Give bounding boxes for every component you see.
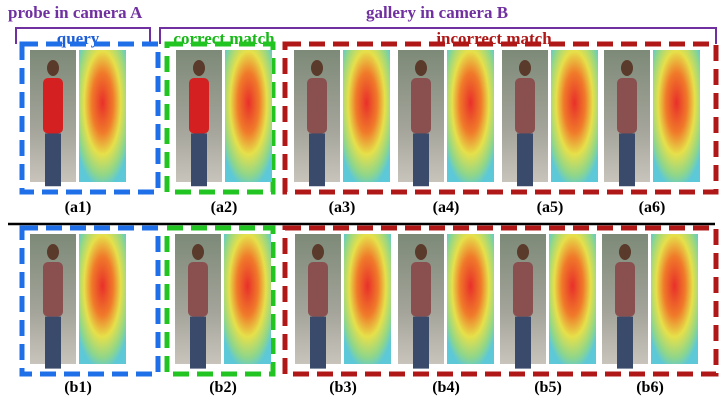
person-body	[43, 78, 63, 134]
sub-label: (a6)	[639, 199, 666, 216]
person-head	[193, 60, 205, 76]
group-box	[164, 41, 276, 195]
person-body	[513, 262, 533, 317]
person-legs	[190, 316, 206, 369]
query-label: query	[57, 29, 100, 48]
person-body	[308, 262, 328, 317]
person-body	[188, 262, 208, 317]
person-body	[411, 262, 431, 317]
heatmap	[224, 234, 271, 364]
heatmap	[447, 50, 494, 182]
person-legs	[310, 316, 326, 369]
person-head	[415, 244, 427, 260]
heatmap	[653, 50, 700, 182]
person-legs	[413, 133, 429, 187]
group-box	[282, 41, 719, 195]
group-box	[19, 41, 161, 195]
group-box	[282, 225, 719, 377]
person-body	[515, 78, 535, 134]
person-legs	[617, 316, 633, 369]
probe-header: probe in camera A	[8, 3, 143, 22]
sub-label: (b5)	[534, 379, 562, 396]
gallery-bracket	[159, 27, 717, 44]
person-body	[617, 78, 637, 134]
person-head	[519, 60, 531, 76]
person-legs	[45, 316, 61, 369]
heatmap	[343, 50, 390, 182]
person-head	[47, 244, 59, 260]
sub-label: (a4)	[433, 199, 460, 216]
sub-label: (b6)	[636, 379, 664, 396]
person-body	[43, 262, 63, 317]
person-body	[411, 78, 431, 134]
content: (a1) (a2) (a3) (a4) (a5) (a6) (b1) (b2) (b3) (b4)…	[19, 41, 719, 396]
heatmap	[344, 234, 391, 364]
sub-label: (a2)	[211, 199, 238, 216]
person-legs	[309, 133, 325, 187]
person-head	[311, 60, 323, 76]
person-legs	[619, 133, 635, 187]
person-head	[619, 244, 631, 260]
heatmap	[551, 50, 598, 182]
heatmap	[79, 234, 126, 364]
sub-label: (a1)	[65, 199, 92, 216]
sub-label: (a3)	[329, 199, 356, 216]
sub-label: (b3)	[329, 379, 357, 396]
heatmap	[447, 234, 494, 364]
heatmap	[79, 50, 126, 182]
sub-label: (a5)	[537, 199, 564, 216]
person-legs	[191, 133, 207, 187]
person-body	[307, 78, 327, 134]
person-head	[621, 60, 633, 76]
heatmap	[651, 234, 698, 364]
person-body	[615, 262, 635, 317]
heatmap	[225, 50, 272, 182]
person-legs	[45, 133, 61, 187]
person-head	[47, 60, 59, 76]
group-box	[19, 225, 161, 377]
person-legs	[517, 133, 533, 187]
person-head	[415, 60, 427, 76]
probe-bracket	[15, 27, 151, 44]
group-box	[164, 225, 276, 377]
person-head	[517, 244, 529, 260]
sub-label: (b2)	[209, 379, 237, 396]
person-head	[192, 244, 204, 260]
person-legs	[515, 316, 531, 369]
gallery-header: gallery in camera B	[366, 3, 508, 22]
person-legs	[413, 316, 429, 369]
sub-label: (b4)	[432, 379, 460, 396]
person-head	[312, 244, 324, 260]
heatmap	[549, 234, 596, 364]
person-body	[189, 78, 209, 134]
sub-label: (b1)	[64, 379, 92, 396]
